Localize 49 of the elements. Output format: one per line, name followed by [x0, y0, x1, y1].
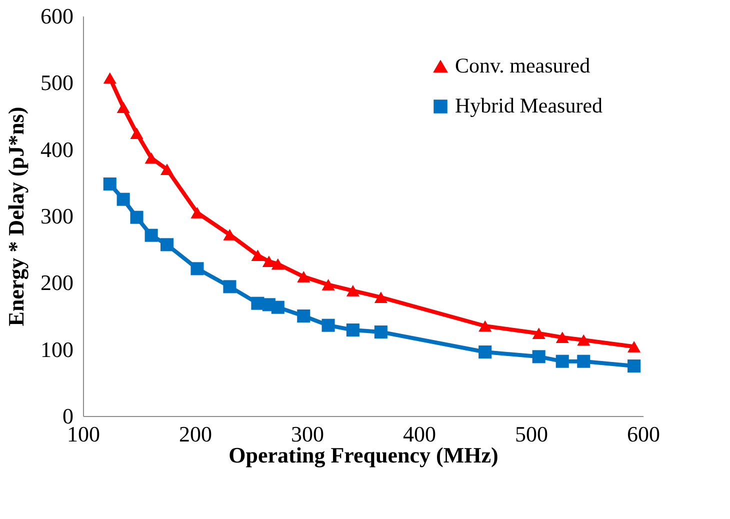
point [374, 292, 388, 303]
x-tick-label: 200 [179, 422, 212, 446]
x-tick-label: 500 [515, 422, 548, 446]
y-tick-label: 0 [62, 404, 74, 428]
point [532, 328, 546, 339]
x-tick-label: 600 [627, 422, 660, 446]
point [160, 164, 174, 175]
point [628, 359, 641, 373]
point [190, 262, 204, 276]
point [116, 102, 130, 113]
point [322, 318, 335, 332]
point [144, 152, 158, 164]
point [374, 325, 388, 339]
y-tick-label: 500 [40, 70, 74, 96]
point [577, 334, 590, 346]
point [262, 256, 276, 267]
point [271, 300, 284, 314]
point [223, 280, 236, 294]
point [297, 271, 310, 282]
y-tick-label: 400 [40, 136, 74, 162]
point [103, 72, 116, 84]
point [346, 285, 360, 296]
point [297, 309, 310, 323]
point [160, 238, 174, 252]
y-tick-label: 100 [40, 336, 74, 362]
point [532, 350, 546, 364]
legend-label: Conv. measured [455, 54, 591, 78]
y-axis-title: Energy * Delay (pJ*ns) [4, 106, 28, 326]
point [190, 207, 204, 218]
point [130, 128, 144, 139]
point [478, 345, 492, 359]
point [478, 320, 492, 332]
legend-label: Hybrid Measured [455, 94, 604, 118]
point [577, 354, 590, 368]
point [556, 354, 569, 368]
point [628, 341, 641, 352]
point [322, 279, 335, 290]
y-tick-label: 600 [40, 4, 74, 28]
point [223, 229, 236, 240]
point [251, 250, 264, 261]
point [346, 323, 360, 337]
y-tick-label: 200 [40, 270, 74, 296]
point [130, 210, 144, 224]
point [103, 177, 116, 191]
point [116, 192, 130, 206]
point [271, 258, 284, 270]
point [556, 332, 569, 343]
point [144, 228, 158, 242]
y-tick-label: 300 [40, 204, 74, 228]
